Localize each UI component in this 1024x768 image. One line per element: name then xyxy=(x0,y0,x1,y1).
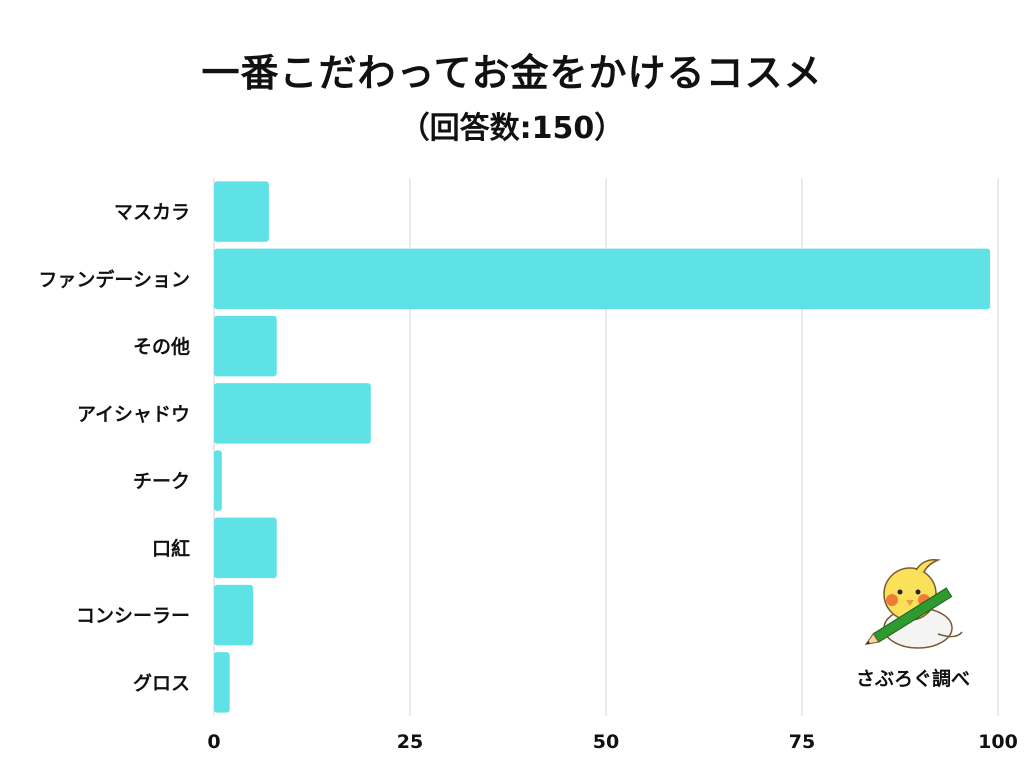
category-label: その他 xyxy=(133,335,190,358)
bar xyxy=(214,315,277,377)
category-label: 口紅 xyxy=(152,537,190,560)
x-tick-label: 0 xyxy=(207,731,220,753)
bar xyxy=(214,450,222,511)
category-label: チーク xyxy=(133,471,190,493)
bar xyxy=(214,383,371,444)
bar xyxy=(214,584,254,646)
category-label: アイシャドウ xyxy=(77,403,190,425)
bar xyxy=(214,652,230,713)
bird-holding-pencil-icon xyxy=(864,558,963,649)
source-credit: さぶろぐ調べ xyxy=(855,668,970,690)
category-label: コンシーラー xyxy=(76,605,190,627)
category-label: ファンデーション xyxy=(38,268,190,291)
category-label: グロス xyxy=(133,671,190,694)
bar xyxy=(214,517,277,579)
bar xyxy=(214,248,991,310)
bar xyxy=(214,181,269,242)
x-tick-label: 25 xyxy=(397,731,423,753)
x-tick-label: 75 xyxy=(789,731,815,753)
category-label: マスカラ xyxy=(114,202,190,224)
chart-subtitle: （回答数:150） xyxy=(399,111,625,146)
x-tick-label: 100 xyxy=(978,731,1018,753)
x-tick-label: 50 xyxy=(593,731,619,753)
chart-title: 一番こだわってお金をかけるコスメ xyxy=(201,51,823,95)
